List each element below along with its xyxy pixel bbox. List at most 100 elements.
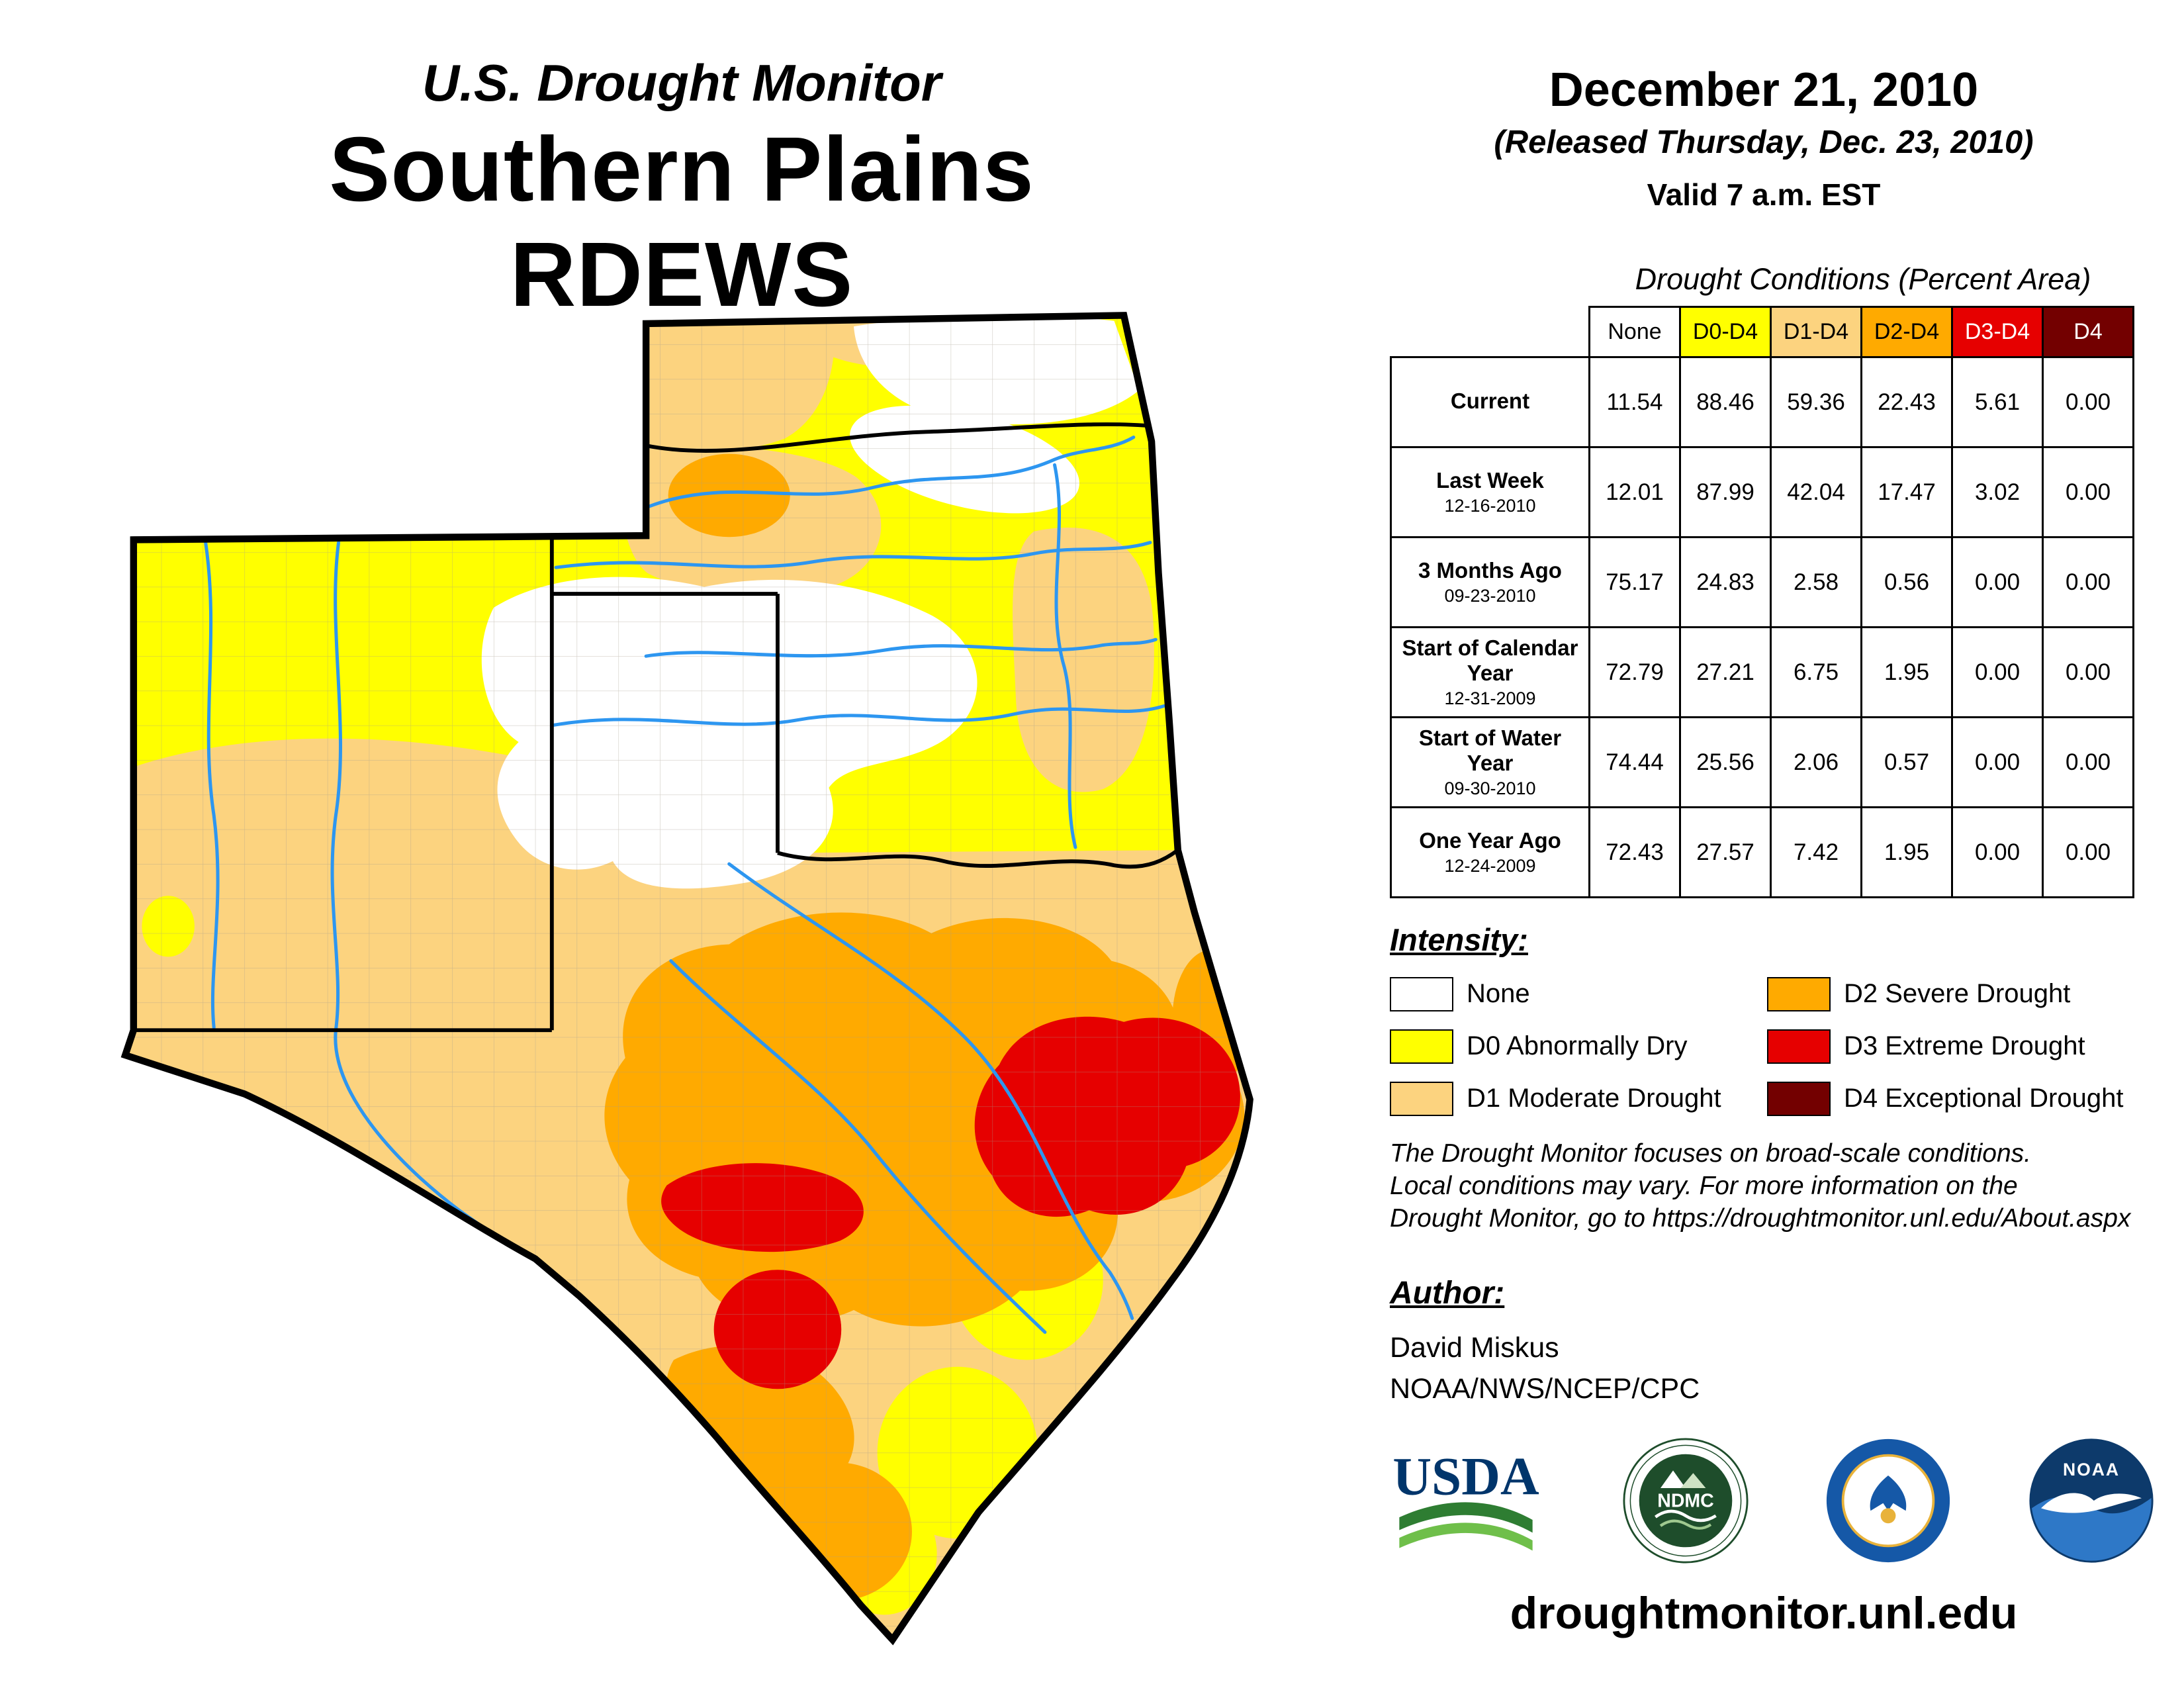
ndmc-wave-icon	[1659, 1519, 1711, 1530]
cell: 5.61	[1951, 356, 2044, 448]
cell: 0.00	[2042, 536, 2134, 628]
cell: 27.21	[1679, 626, 1772, 718]
usda-text: USDA	[1392, 1446, 1539, 1506]
table-title: Drought Conditions (Percent Area)	[1635, 262, 2091, 296]
table-row-3-months-ago: 3 Months Ago 09-23-2010 75.17 24.83 2.58 …	[1390, 536, 2134, 628]
map-state-borders	[133, 422, 1179, 1033]
legend-swatch-none	[1390, 976, 1453, 1011]
cell: 24.83	[1679, 536, 1772, 628]
col-header-none: None	[1588, 306, 1681, 358]
row-label: Start of Water Year 09-30-2010	[1390, 716, 1590, 808]
cell: 0.00	[2042, 716, 2134, 808]
ndmc-text: NDMC	[1657, 1491, 1714, 1512]
ndmc-mountain-icon	[1680, 1473, 1706, 1488]
cell: 59.36	[1770, 356, 1862, 448]
release-date: (Released Thursday, Dec. 23, 2010)	[1494, 124, 2034, 160]
table-corner-cell	[1390, 306, 1590, 357]
row-label: Current	[1390, 356, 1590, 448]
cell: 1.95	[1860, 626, 1953, 718]
cell: 2.06	[1770, 716, 1862, 808]
county-lines	[125, 315, 1250, 1640]
cell: 0.00	[2042, 356, 2134, 448]
cell: 0.00	[2042, 806, 2134, 898]
legend-item: D2 Severe Drought	[1767, 968, 2123, 1020]
legend-swatch-d4	[1767, 1081, 1831, 1116]
map-date: December 21, 2010	[1549, 64, 1979, 117]
legend-item: None	[1390, 968, 1721, 1020]
legend-swatch-d0	[1390, 1029, 1453, 1064]
date-block: December 21, 2010 (Released Thursday, De…	[1377, 63, 2151, 212]
usda-logo: USDA	[1392, 1446, 1539, 1551]
cell: 0.00	[1951, 806, 2044, 898]
cell: 12.01	[1588, 446, 1681, 538]
cell: 1.95	[1860, 806, 1953, 898]
table-row-start-calendar-year: Start of Calendar Year 12-31-2009 72.79 2…	[1390, 626, 2134, 718]
noaa-gull-icon	[2040, 1493, 2142, 1513]
map-region-outline	[120, 312, 1253, 1646]
row-label: Last Week 12-16-2010	[1390, 446, 1590, 538]
usda-swoosh-light	[1399, 1523, 1533, 1551]
drought-conditions-table: None D0-D4 D1-D4 D2-D4 D3-D4 D4 Current …	[1390, 306, 2134, 898]
commerce-eagle-icon	[1870, 1476, 1907, 1511]
usda-swoosh-dark	[1399, 1502, 1533, 1533]
author-heading: Author:	[1390, 1276, 1505, 1311]
cell: 2.58	[1770, 536, 1862, 628]
cell: 72.79	[1588, 626, 1681, 718]
cell: 11.54	[1588, 356, 1681, 448]
cell: 0.00	[1951, 716, 2044, 808]
cell: 22.43	[1860, 356, 1953, 448]
table-row-current: Current 11.54 88.46 59.36 22.43 5.61 0.0…	[1390, 356, 2134, 448]
ndmc-wave-icon	[1654, 1509, 1717, 1523]
cell: 0.56	[1860, 536, 1953, 628]
legend-item: D1 Moderate Drought	[1390, 1072, 1721, 1125]
cell: 0.57	[1860, 716, 1953, 808]
legend-item: D0 Abnormally Dry	[1390, 1020, 1721, 1072]
cell: 6.75	[1770, 626, 1862, 718]
noaa-logo: NOAA	[2029, 1438, 2154, 1563]
cell: 3.02	[1951, 446, 2044, 538]
title-block: U.S. Drought Monitor Southern Plains RDE…	[152, 53, 1211, 328]
cell: 74.44	[1588, 716, 1681, 808]
cell: 42.04	[1770, 446, 1862, 538]
cell: 0.00	[2042, 446, 2134, 538]
legend-item: D4 Exceptional Drought	[1767, 1072, 2123, 1125]
cell: 7.42	[1770, 806, 1862, 898]
drought-map	[78, 310, 1269, 1657]
commerce-logo	[1827, 1438, 1950, 1563]
agency-logos: USDA NDMC NOAA	[1387, 1438, 2154, 1564]
col-header-d1d4: D1-D4	[1770, 306, 1862, 358]
legend-swatch-d2	[1767, 976, 1831, 1011]
cell: 75.17	[1588, 536, 1681, 628]
cell: 0.00	[1951, 626, 2044, 718]
cell: 72.43	[1588, 806, 1681, 898]
row-label: One Year Ago 12-24-2009	[1390, 806, 1590, 898]
table-row-start-water-year: Start of Water Year 09-30-2010 74.44 25.5…	[1390, 716, 2134, 808]
legend-title: Intensity:	[1390, 922, 1528, 957]
row-label: Start of Calendar Year 12-31-2009	[1390, 626, 1590, 718]
noaa-text: NOAA	[2063, 1460, 2120, 1479]
cell: 27.57	[1679, 806, 1772, 898]
cell: 17.47	[1860, 446, 1953, 538]
map-region-fills	[125, 315, 1250, 1640]
table-header-row: None D0-D4 D1-D4 D2-D4 D3-D4 D4	[1390, 306, 2134, 358]
ndmc-mountain-icon	[1660, 1470, 1686, 1488]
intensity-legend: None D0 Abnormally Dry D1 Moderate Droug…	[1390, 968, 2151, 1127]
cell: 88.46	[1679, 356, 1772, 448]
cell: 87.99	[1679, 446, 1772, 538]
author-name: David Miskus	[1390, 1332, 1559, 1364]
valid-time: Valid 7 a.m. EST	[1647, 177, 1881, 212]
col-header-d4: D4	[2042, 306, 2134, 358]
commerce-emblem-icon	[1880, 1508, 1896, 1524]
page-title: Southern Plains RDEWS	[329, 118, 1034, 326]
col-header-d3d4: D3-D4	[1951, 306, 2044, 358]
legend-swatch-d3	[1767, 1029, 1831, 1064]
legend-item: D3 Extreme Drought	[1767, 1020, 2123, 1072]
col-header-d0d4: D0-D4	[1679, 306, 1772, 358]
cell: 0.00	[2042, 626, 2134, 718]
disclaimer-text: The Drought Monitor focuses on broad-sca…	[1390, 1139, 2131, 1233]
drought-map-svg	[120, 312, 1253, 1646]
table-row-one-year-ago: One Year Ago 12-24-2009 72.43 27.57 7.42 …	[1390, 806, 2134, 898]
legend-swatch-d1	[1390, 1081, 1453, 1116]
cell: 25.56	[1679, 716, 1772, 808]
